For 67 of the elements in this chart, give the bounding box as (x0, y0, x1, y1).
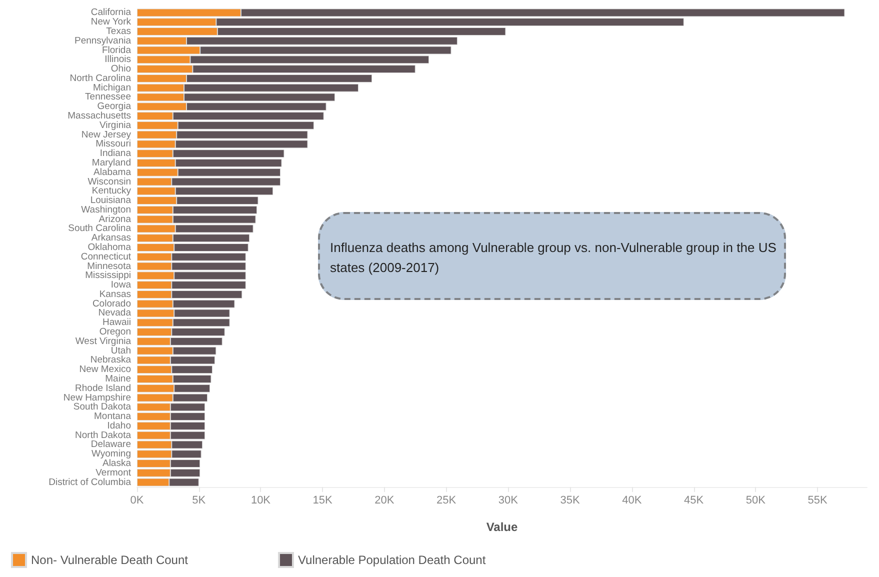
y-tick-label: New Jersey (81, 129, 132, 140)
y-tick-label: Utah (110, 345, 131, 356)
y-tick-label: Alaska (102, 458, 132, 470)
y-tick-label: Alabama (94, 166, 132, 178)
y-tick-label: Pennsylvania (74, 35, 132, 46)
y-tick-label: Georgia (97, 101, 132, 112)
y-tick-label: Texas (106, 26, 132, 37)
y-tick-label: West Virginia (75, 336, 132, 347)
y-tick-label: South Carolina (68, 223, 132, 234)
x-tick-label: 20K (374, 494, 395, 506)
y-tick-label: New York (90, 16, 132, 28)
x-axis-title: Value (486, 520, 518, 534)
y-tick-label: Illinois (104, 54, 132, 66)
y-tick-label: Oklahoma (88, 242, 132, 253)
y-tick-label: Wisconsin (88, 176, 131, 188)
annotation: Influenza deaths among Vulnerable group vs. non-Vulnerable group in the US states (2009-2017) (330, 239, 778, 277)
y-tick-label: Rhode Island (75, 382, 131, 394)
x-tick-label: 40K (622, 494, 642, 506)
y-tick-label: Florida (102, 44, 132, 56)
y-tick-label: Nebraska (90, 354, 132, 366)
y-tick-label: Washington (81, 204, 131, 216)
x-tick-label: 25K (436, 494, 457, 506)
y-tick-label: Arizona (98, 214, 132, 225)
legend-label: Non- Vulnerable Death Count (31, 553, 189, 567)
x-tick-label: 0K (130, 494, 144, 506)
y-tick-label: Wyoming (91, 448, 131, 460)
y-tick-label: Ohio (110, 64, 131, 75)
y-tick-label: Virginia (99, 120, 132, 131)
y-tick-label: North Dakota (75, 430, 132, 441)
y-tick-label: Missouri (96, 138, 131, 150)
y-tick-label: Maine (105, 373, 131, 384)
x-tick-label: 45K (684, 494, 704, 506)
y-tick-label: Montana (94, 411, 132, 422)
y-tick-label: Arkansas (91, 232, 132, 244)
y-tick-label: New Mexico (79, 364, 131, 376)
y-tick-label: Vermont (96, 467, 132, 478)
legend-label: Vulnerable Population Death Count (298, 553, 486, 567)
y-tick-label: California (90, 7, 132, 18)
y-tick-label: South Dakota (73, 402, 132, 413)
y-tick-label: North Carolina (70, 72, 132, 84)
y-tick-label: Idaho (107, 420, 131, 432)
y-tick-label: Louisiana (90, 195, 132, 206)
x-tick-label: 50K (746, 494, 766, 506)
y-tick-label: Hawaii (102, 317, 131, 328)
x-tick-label: 55K (808, 494, 828, 506)
y-tick-label: Massachusetts (68, 110, 132, 122)
y-tick-label: Colorado (92, 298, 131, 310)
x-tick-label: 30K (498, 494, 519, 506)
y-tick-label: Iowa (110, 280, 132, 291)
y-tick-label: Minnesota (87, 260, 132, 272)
y-tick-label: Kansas (99, 288, 132, 300)
y-tick-label: Connecticut (80, 251, 132, 262)
y-tick-label: Oregon (99, 326, 131, 338)
y-tick-label: New Hampshire (63, 392, 131, 404)
y-tick-label: Delaware (90, 439, 131, 450)
y-tick-label: Indiana (100, 148, 132, 160)
y-tick-label: Mississippi (85, 270, 131, 282)
y-tick-label: District of Columbia (48, 476, 132, 488)
x-tick-label: 5K (192, 494, 206, 506)
y-tick-label: Maryland (92, 157, 131, 168)
y-tick-label: Nevada (98, 308, 132, 319)
x-tick-label: 15K (312, 494, 334, 506)
y-tick-label: Kentucky (92, 186, 132, 197)
x-tick-label: 10K (250, 494, 272, 506)
x-tick-label: 35K (560, 494, 580, 506)
y-tick-label: Michigan (92, 82, 131, 94)
y-tick-label: Tennessee (85, 92, 131, 103)
